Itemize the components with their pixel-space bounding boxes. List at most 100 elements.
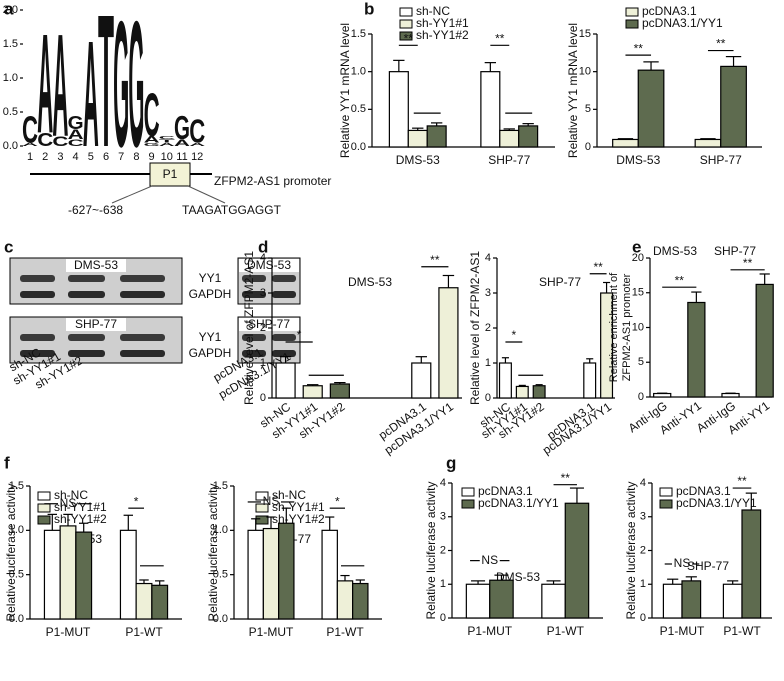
y-tick-label: 2 [260, 322, 266, 334]
blot-cell-line: SHP-77 [248, 317, 290, 331]
y-tick-label: 1.0 [213, 524, 228, 536]
legend-swatch [37, 491, 51, 501]
x-tick-label: P1-WT [326, 625, 364, 639]
bar [465, 583, 491, 619]
error-bar [617, 138, 634, 140]
error-bar [546, 580, 561, 585]
error-bar [393, 59, 405, 72]
legend-swatch [461, 487, 475, 497]
logo-letter: C [68, 138, 84, 149]
legend-swatch [37, 503, 51, 513]
y-tick-label: 1.0 [351, 66, 366, 78]
error-bar [334, 382, 346, 384]
bar [515, 385, 529, 399]
error-bar [430, 122, 443, 126]
y-tick-label: 0.0 [213, 613, 228, 625]
error-bar [307, 384, 319, 386]
bar [541, 583, 566, 619]
error-bar [727, 580, 739, 585]
blot-header [239, 259, 299, 272]
legend-label: pcDNA3.1 [478, 484, 533, 498]
logo-letter: G [144, 142, 160, 147]
y-tick-label: 0 [485, 392, 491, 404]
logo-position-label: 6 [103, 151, 109, 163]
bar [687, 301, 706, 398]
bar [262, 527, 280, 620]
logo-position-label: 2 [42, 151, 48, 163]
y-tick-label: 10 [632, 321, 644, 333]
bar [411, 362, 432, 399]
blot-band [242, 291, 266, 298]
bar [755, 283, 774, 398]
y-axis-label: Relative level of ZFPM2-AS1 [242, 251, 256, 405]
bar [653, 392, 672, 398]
blot-band [68, 350, 105, 357]
blot-band [20, 291, 55, 298]
annotation: * [134, 494, 139, 508]
logo-position-label: 8 [133, 151, 139, 163]
x-tick-label: P1-WT [723, 624, 761, 638]
annotation: * [512, 328, 517, 342]
y-tick-label: 3 [640, 511, 646, 523]
blot-band [120, 275, 165, 282]
blot-band [242, 350, 266, 357]
error-bar [501, 357, 509, 363]
annotation: ** [430, 253, 440, 267]
bar [352, 582, 369, 620]
error-bar [412, 127, 424, 131]
connector [187, 185, 226, 204]
logo-letter: G [128, 0, 144, 184]
logo-position-label: 4 [73, 151, 79, 163]
bar [329, 383, 350, 399]
annotation: * [297, 328, 302, 342]
logo-position-label: 1 [27, 151, 33, 163]
y-axis-label: Relative luciferase activity [624, 481, 638, 619]
y-tick-label: 0.5 [9, 569, 24, 581]
legend-label: sh-YY1#1 [272, 500, 325, 514]
y-tick-label: 1.5 [351, 28, 366, 40]
error-bar [442, 274, 455, 288]
panel-label: g [446, 453, 456, 472]
bar [302, 385, 323, 399]
blot-band [272, 275, 296, 282]
legend-label: sh-YY1#1 [54, 500, 107, 514]
y-tick-label: 0 [260, 392, 266, 404]
chart-title: DMS-53 [348, 275, 392, 289]
promoter-box [149, 162, 191, 187]
bar [336, 580, 354, 620]
y-axis-label: Relative level of ZFPM2-AS1 [468, 251, 482, 405]
blot-cell-line: DMS-53 [247, 258, 291, 272]
error-bar [522, 123, 534, 126]
logo-y-tick-label: 1.0 [3, 72, 18, 84]
legend-swatch [399, 19, 413, 29]
promoter-box-label: P1 [163, 167, 178, 181]
y-tick-label: 0 [585, 141, 591, 153]
annotation: ** [737, 474, 747, 488]
x-tick-label: SHP-77 [488, 153, 530, 167]
logo-letter: A [159, 142, 175, 147]
legend-label: sh-YY1#2 [416, 28, 469, 42]
blot-band [242, 275, 266, 282]
annotation: NS [674, 556, 691, 570]
bar [681, 580, 702, 619]
bar [720, 65, 747, 148]
logo-letter: T [159, 138, 175, 143]
bar [499, 129, 520, 148]
error-bar [603, 281, 611, 293]
bar [583, 362, 597, 399]
blot-header [66, 259, 126, 272]
error-bar [685, 576, 697, 581]
y-axis-label: Relative luciferase activity [4, 483, 18, 621]
y-tick-label: 1 [440, 578, 446, 590]
logo-letter: G [68, 112, 84, 133]
x-tick-label: DMS-53 [616, 153, 660, 167]
error-bar [569, 487, 584, 504]
blot-band [120, 334, 165, 341]
bar [637, 69, 665, 148]
annotation: NS [481, 553, 498, 567]
connector [111, 185, 153, 204]
y-tick-label: 4 [640, 477, 646, 489]
error-bar [266, 516, 276, 529]
y-axis-label: Relative luciferase activity [424, 481, 438, 619]
annotation: ** [404, 31, 414, 45]
